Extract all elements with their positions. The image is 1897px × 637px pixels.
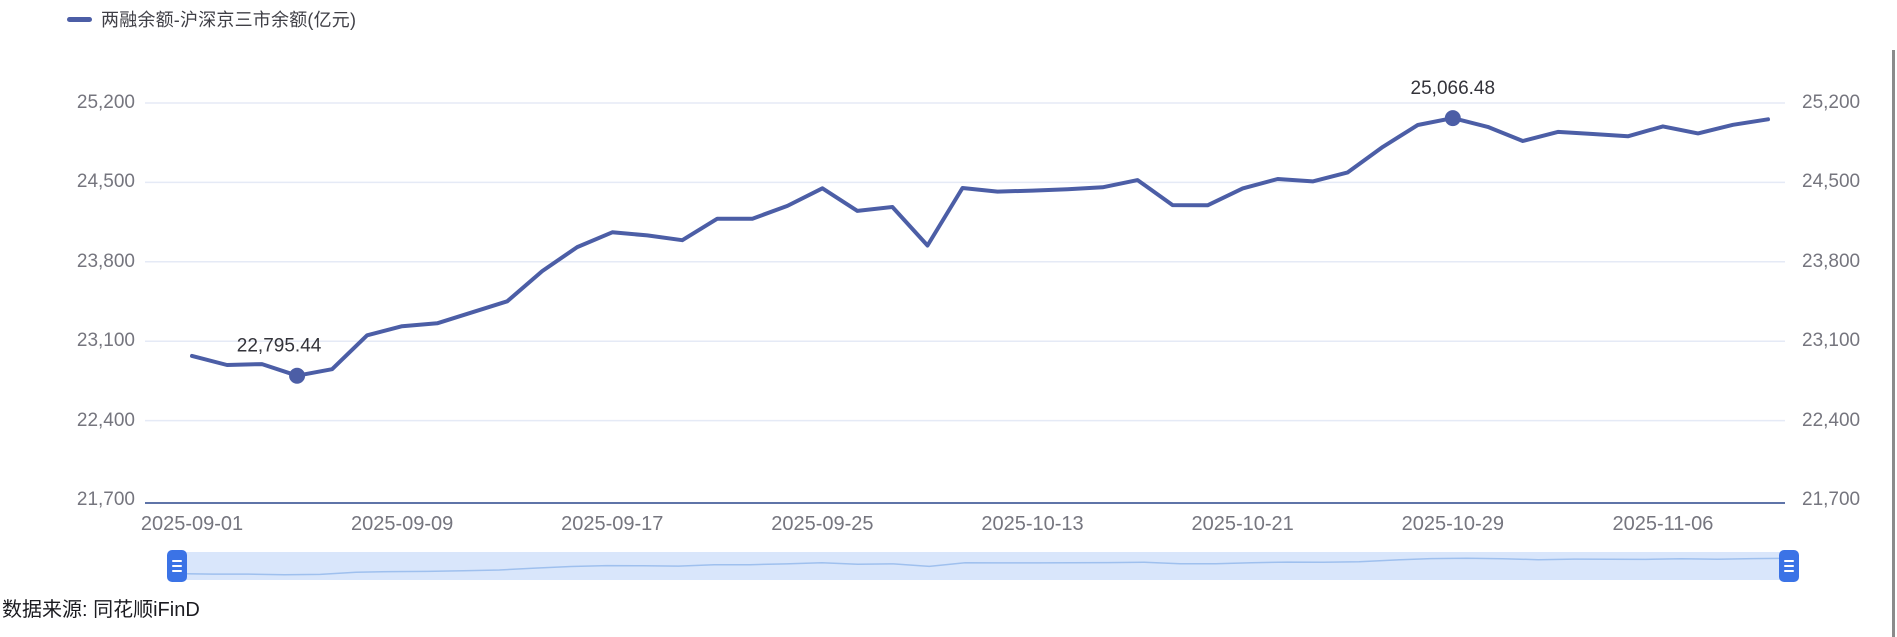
y-axis-label-left: 22,400 — [76, 409, 135, 431]
x-axis-label: 2025-10-29 — [1401, 513, 1504, 535]
y-axis-label-right: 25,200 — [1802, 92, 1861, 113]
y-axis-label-right: 21,700 — [1802, 489, 1861, 510]
datazoom-track[interactable] — [177, 552, 1789, 580]
legend-line-marker-icon — [67, 16, 92, 22]
data-point-marker[interactable] — [1444, 110, 1461, 127]
y-axis-label-right: 23,800 — [1802, 250, 1861, 272]
handle-grip-icon — [1784, 570, 1794, 572]
data-source-label: 数据来源: 同花顺iFinD — [2, 599, 200, 621]
y-axis-label-left: 25,200 — [76, 92, 135, 113]
x-axis-label: 2025-09-25 — [771, 513, 874, 535]
handle-grip-icon — [1784, 565, 1794, 567]
series-line[interactable] — [190, 116, 1770, 378]
data-point-label: 25,066.48 — [1411, 78, 1496, 99]
data-point-marker[interactable] — [289, 367, 306, 384]
x-axis-label: 2025-10-13 — [981, 513, 1084, 535]
handle-grip-icon — [172, 565, 182, 567]
x-axis-label: 2025-09-09 — [350, 513, 454, 535]
y-axis-label-right: 22,400 — [1802, 409, 1861, 431]
legend[interactable]: 两融余额-沪深京三市余额(亿元) — [67, 8, 356, 30]
y-axis-label-right: 24,500 — [1802, 171, 1861, 193]
handle-grip-icon — [172, 570, 182, 572]
x-axis-label: 2025-09-17 — [561, 513, 664, 535]
browser-scrollbar[interactable] — [1892, 50, 1895, 637]
datazoom-series-line — [177, 557, 1789, 576]
datazoom-mini-line — [177, 557, 1789, 576]
y-axis-label-left: 23,800 — [76, 250, 135, 272]
x-axis-label: 2025-10-21 — [1191, 513, 1294, 535]
handle-grip-icon — [1784, 560, 1794, 562]
data-point-label: 22,795.44 — [237, 336, 322, 357]
legend-label: 两融余额-沪深京三市余额(亿元) — [101, 10, 357, 30]
y-axis-label-right: 23,100 — [1802, 330, 1861, 352]
y-axis-label-left: 21,700 — [76, 489, 135, 510]
datazoom-handle-right[interactable] — [1779, 550, 1799, 582]
handle-grip-icon — [172, 560, 182, 562]
datazoom-handle-left[interactable] — [167, 550, 187, 582]
y-axis-label-left: 23,100 — [76, 330, 135, 352]
y-axis-label-left: 24,500 — [76, 171, 135, 193]
x-axis-label: 2025-11-06 — [1612, 513, 1714, 535]
x-axis-label: 2025-09-01 — [140, 513, 244, 535]
